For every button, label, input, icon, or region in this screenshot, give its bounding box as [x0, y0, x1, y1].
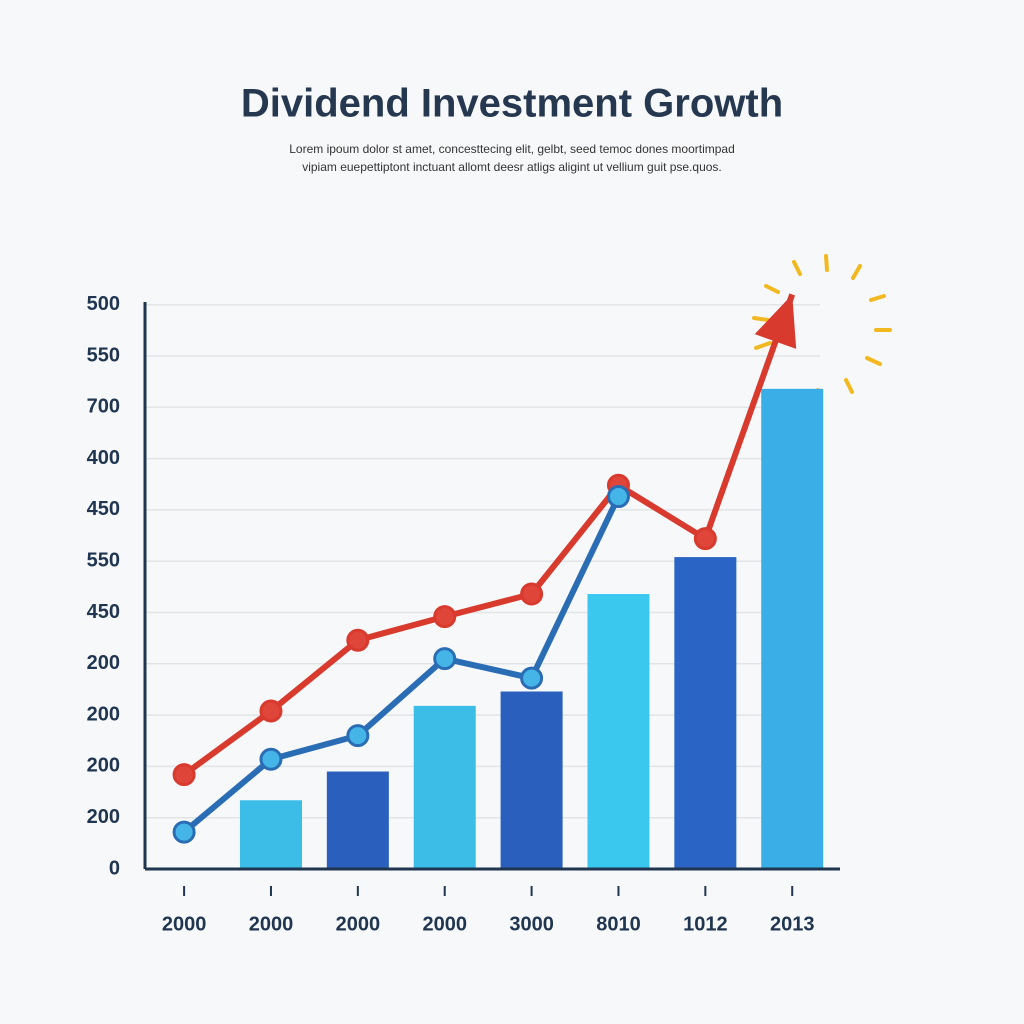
- line-point: [259, 699, 283, 723]
- bar: [674, 557, 737, 869]
- y-tick-label: 450: [87, 601, 120, 623]
- x-tick-label: 3000: [509, 913, 554, 935]
- bar: [413, 705, 476, 869]
- subtitle: Lorem ipoum dolor st amet, concesttecing…: [289, 142, 735, 156]
- x-tick-label: 2000: [162, 913, 207, 935]
- line-point: [172, 763, 196, 787]
- line-point: [346, 724, 370, 748]
- arrow-head: [754, 294, 797, 349]
- y-tick-label: 200: [87, 703, 120, 725]
- line-point: [520, 666, 544, 690]
- y-tick-label: 700: [87, 396, 120, 418]
- chart-title: Dividend Investment Growth: [241, 82, 783, 126]
- y-tick-label: 200: [87, 755, 120, 777]
- line-point: [346, 628, 370, 652]
- line-point: [433, 647, 457, 671]
- line: [182, 495, 622, 835]
- bar: [500, 691, 563, 869]
- line-point: [172, 820, 196, 844]
- x-tick-label: 8010: [596, 913, 641, 935]
- bar: [239, 800, 302, 869]
- line-point: [520, 582, 544, 606]
- y-tick-label: 550: [87, 344, 120, 366]
- x-tick-label: 2013: [770, 913, 815, 935]
- line: [182, 293, 796, 778]
- y-tick-label: 500: [87, 293, 120, 315]
- y-tick-label: 400: [87, 447, 120, 469]
- bar: [587, 594, 650, 869]
- bar: [761, 388, 824, 869]
- line-point: [433, 605, 457, 629]
- line-point: [259, 747, 283, 771]
- bar: [326, 771, 389, 869]
- x-tick-label: 2000: [422, 913, 467, 935]
- x-tick-label: 2000: [336, 913, 381, 935]
- line-point: [693, 527, 717, 551]
- x-tick-label: 2000: [249, 913, 294, 935]
- x-tick-label: 1012: [683, 913, 728, 935]
- y-tick-label: 550: [87, 549, 120, 571]
- subtitle: vipiam euepettiptont inctuant allomt dee…: [302, 160, 722, 174]
- y-tick-label: 200: [87, 652, 120, 674]
- y-tick-label: 450: [87, 498, 120, 520]
- line-point: [606, 485, 630, 509]
- y-tick-label: 0: [109, 857, 120, 879]
- y-tick-label: 200: [87, 806, 120, 828]
